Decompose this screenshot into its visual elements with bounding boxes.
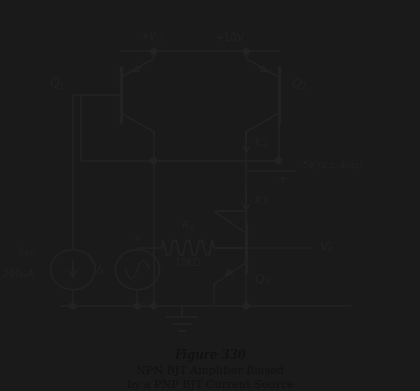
Circle shape	[150, 303, 157, 309]
Text: $V_s$: $V_s$	[92, 263, 106, 276]
Text: $V_o$: $V_o$	[319, 240, 334, 255]
Text: +: +	[133, 234, 142, 244]
Text: $10K\Omega$: $10K\Omega$	[174, 256, 202, 268]
Circle shape	[243, 303, 249, 309]
Circle shape	[276, 158, 282, 163]
Circle shape	[150, 158, 157, 163]
Text: $Q_3$: $Q_3$	[255, 273, 271, 288]
Text: $R_S$: $R_S$	[181, 220, 194, 233]
Text: $200\mu A$: $200\mu A$	[2, 267, 34, 281]
Text: NPN BJT Amplifier Biased: NPN BJT Amplifier Biased	[136, 366, 284, 376]
Text: $Q_1$: $Q_1$	[49, 77, 65, 92]
Text: $Q_2$: $Q_2$	[291, 77, 307, 92]
Text: by a PNP BJT Current Source: by a PNP BJT Current Source	[126, 380, 294, 390]
Circle shape	[150, 48, 157, 54]
Text: +: +	[277, 172, 288, 185]
Text: $+V_{CC}$: $+V_{CC}$	[139, 30, 168, 44]
Circle shape	[134, 303, 141, 309]
Text: $I_{C3}$: $I_{C3}$	[255, 194, 269, 208]
Text: +10V: +10V	[216, 32, 244, 43]
Circle shape	[243, 48, 249, 54]
Text: Figure 330: Figure 330	[174, 349, 246, 362]
Circle shape	[150, 158, 157, 163]
Text: 5V (d.c. bias): 5V (d.c. bias)	[303, 161, 362, 170]
Text: $I_{C2}$: $I_{C2}$	[255, 135, 269, 149]
Text: $I_{ref}$: $I_{ref}$	[18, 245, 34, 259]
Circle shape	[70, 303, 76, 309]
